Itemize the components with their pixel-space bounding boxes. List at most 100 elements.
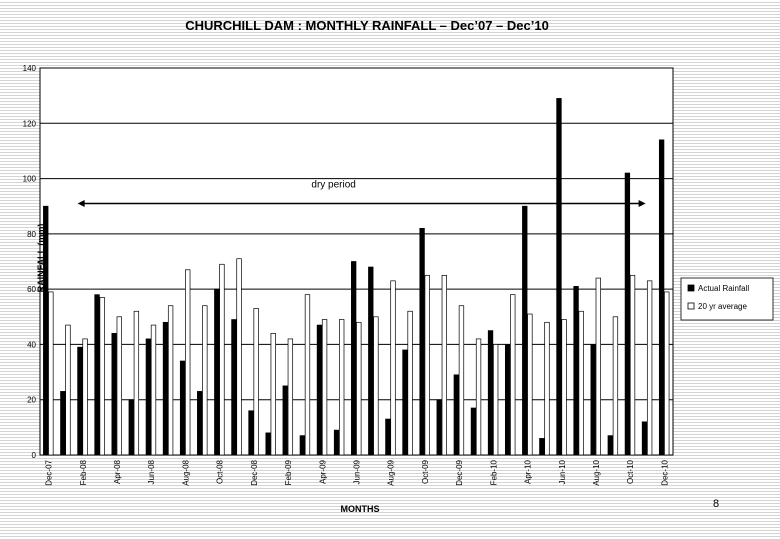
y-tick-label: 0: [32, 451, 37, 460]
bar-20yr-average: [373, 316, 379, 456]
bar-20yr-average: [544, 321, 550, 456]
gridlines: [40, 122, 673, 401]
y-tick-label: 140: [23, 64, 37, 73]
y-axis-ticks: 0 20 40 60 80 100 120 140: [23, 64, 37, 460]
x-tick-label: Aug-09: [387, 459, 396, 485]
y-tick-label: 20: [27, 396, 36, 405]
chart-title: CHURCHILL DAM : MONTHLY RAINFALL – Dec’0…: [185, 18, 549, 33]
bar-20yr-average: [407, 310, 413, 456]
x-axis-ticks: Dec-07 Feb-08 Apr-08 Jun-08 Aug-08 Oct-08 Dec-…: [45, 459, 670, 485]
bar-actual-rainfall: [77, 346, 83, 456]
bar-actual-rainfall: [385, 418, 391, 456]
bar-20yr-average: [236, 258, 242, 456]
bar-20yr-average: [270, 333, 276, 456]
bar-actual-rainfall: [590, 344, 596, 456]
bar-actual-rainfall: [94, 294, 100, 456]
bar-actual-rainfall: [453, 374, 459, 456]
y-tick-label: 100: [23, 175, 37, 184]
x-tick-label: Oct-09: [421, 459, 430, 484]
bar-20yr-average: [82, 338, 88, 456]
bar-actual-rainfall: [316, 324, 323, 456]
bar-20yr-average: [185, 269, 191, 456]
bar-20yr-average: [527, 313, 533, 456]
bar-20yr-average: [48, 291, 54, 456]
bar-20yr-average: [612, 316, 619, 456]
bar-20yr-average: [202, 305, 208, 456]
bar-actual-rainfall: [60, 391, 66, 456]
y-tick-label: 40: [27, 340, 36, 349]
y-tick-label: 80: [27, 230, 36, 239]
bar-actual-rainfall: [162, 321, 169, 456]
bar-20yr-average: [390, 280, 396, 456]
bar-20yr-average: [219, 263, 225, 456]
x-axis-label: MONTHS: [341, 504, 380, 514]
bar-actual-rainfall: [368, 266, 374, 456]
bar-actual-rainfall: [522, 205, 528, 456]
bar-actual-rainfall: [128, 399, 134, 456]
y-tick-label: 120: [23, 119, 37, 128]
dry-period-annotation: dry period: [77, 179, 646, 207]
legend-swatch-actual: [687, 284, 695, 292]
bar-20yr-average: [561, 319, 567, 456]
bar-actual-rainfall: [299, 435, 306, 456]
bar-20yr-average: [595, 277, 601, 456]
x-tick-label: Dec-09: [455, 459, 464, 485]
page-number: 8: [713, 498, 719, 510]
y-axis-label: RAINFALL (mm): [36, 224, 46, 293]
bar-20yr-average: [356, 321, 362, 456]
x-tick-label: Apr-10: [524, 459, 533, 484]
dry-period-arrowhead-right: [638, 199, 646, 207]
x-tick-label: Apr-09: [318, 459, 327, 484]
bar-actual-rainfall: [282, 385, 288, 456]
bar-20yr-average: [458, 305, 465, 456]
x-tick-label: Apr-08: [113, 459, 122, 484]
bar-20yr-average: [441, 274, 447, 456]
bar-actual-rainfall: [248, 410, 254, 456]
bar-20yr-average: [65, 324, 71, 456]
x-tick-label: Feb-10: [489, 459, 498, 485]
bar-actual-rainfall: [265, 432, 271, 456]
bar-20yr-average: [424, 274, 430, 456]
bar-20yr-average: [287, 338, 294, 456]
bar-actual-rainfall: [351, 261, 357, 456]
bar-20yr-average: [150, 324, 157, 456]
bar-20yr-average: [493, 344, 499, 456]
x-tick-label: Aug-10: [592, 459, 601, 485]
bar-actual-rainfall: [145, 338, 152, 456]
bar-actual-rainfall: [333, 429, 340, 456]
bar-actual-rainfall: [231, 319, 237, 456]
bar-20yr-average: [646, 280, 653, 456]
bar-actual-rainfall: [402, 349, 408, 456]
bar-actual-rainfall: [573, 286, 579, 456]
bar-actual-rainfall: [641, 421, 648, 456]
bar-20yr-average: [475, 338, 482, 456]
bar-actual-rainfall: [624, 172, 631, 456]
bar-actual-rainfall: [197, 391, 203, 456]
y-tick-label: 60: [27, 285, 36, 294]
bar-20yr-average: [629, 274, 636, 456]
bar-actual-rainfall: [556, 98, 562, 456]
bar-20yr-average: [253, 308, 259, 456]
legend-label-actual: Actual Rainfall: [698, 284, 749, 293]
bars: [43, 98, 670, 456]
x-tick-label: Dec-07: [45, 459, 54, 485]
bar-actual-rainfall: [111, 333, 117, 456]
bar-actual-rainfall: [487, 330, 494, 456]
bar-actual-rainfall: [607, 435, 613, 456]
bar-20yr-average: [339, 319, 345, 456]
bar-20yr-average: [167, 305, 174, 456]
x-tick-label: Oct-08: [216, 459, 225, 484]
dry-period-label: dry period: [311, 179, 355, 190]
legend-box: [680, 277, 774, 321]
bar-20yr-average: [510, 294, 516, 456]
x-tick-label: Feb-09: [284, 459, 293, 485]
bar-actual-rainfall: [470, 407, 477, 456]
bar-actual-rainfall: [43, 205, 49, 456]
x-tick-label: Dec-08: [250, 459, 259, 485]
legend-swatch-average: [687, 302, 695, 310]
bar-actual-rainfall: [539, 438, 545, 456]
x-tick-label: Aug-08: [181, 459, 190, 485]
bar-20yr-average: [116, 316, 122, 456]
x-tick-label: Feb-08: [79, 459, 88, 485]
